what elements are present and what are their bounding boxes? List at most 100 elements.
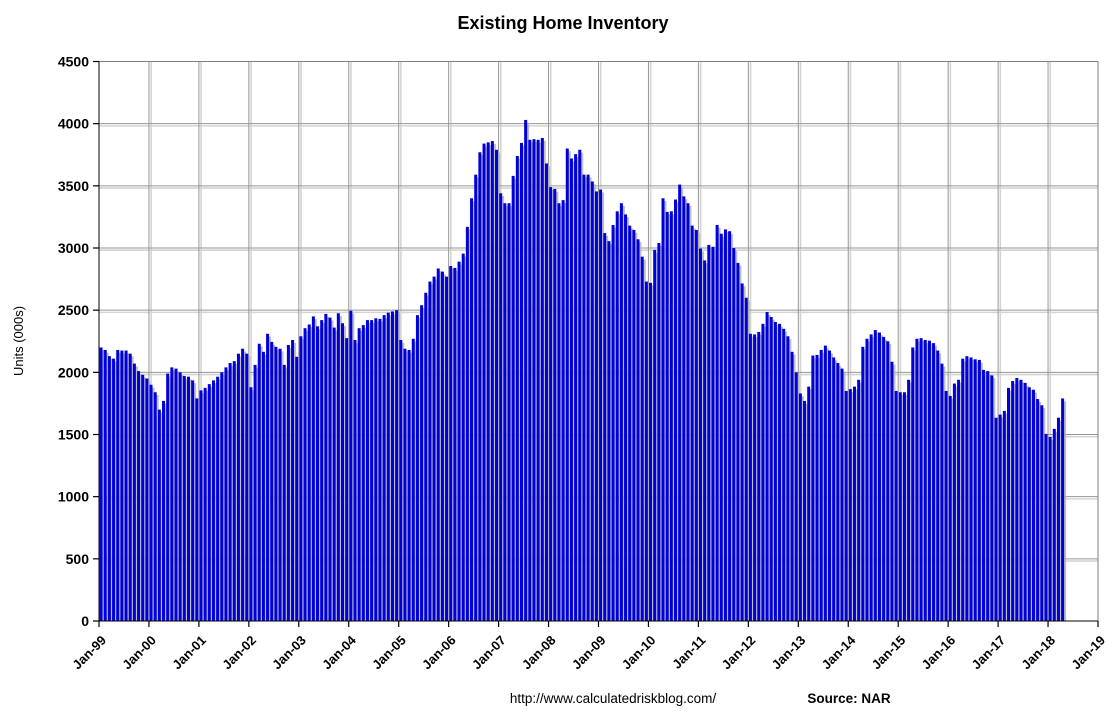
bar	[395, 310, 399, 621]
bar	[207, 384, 211, 621]
bar	[120, 350, 124, 621]
bar	[465, 226, 469, 622]
bar	[482, 143, 486, 621]
bar-shadow	[700, 251, 704, 622]
bar-shadow	[671, 214, 675, 621]
bar-shadow	[180, 375, 184, 621]
y-tick-label: 4500	[58, 54, 89, 70]
bar-shadow	[488, 145, 492, 621]
bar	[186, 376, 190, 621]
bar	[511, 175, 515, 621]
bar-shadow	[459, 264, 463, 621]
bar-shadow	[859, 382, 863, 621]
bar	[378, 318, 382, 621]
bar	[320, 320, 324, 621]
bar	[236, 353, 240, 621]
bar	[1052, 428, 1056, 621]
bar-shadow	[1033, 392, 1037, 621]
bar-shadow	[613, 227, 617, 622]
bar	[316, 326, 320, 621]
bar	[382, 315, 386, 621]
bar-shadow	[738, 265, 742, 621]
bar-shadow	[817, 357, 821, 621]
bar	[869, 334, 873, 621]
bar-shadow	[1058, 420, 1062, 621]
bar	[790, 351, 794, 621]
bar-shadow	[692, 228, 696, 622]
bar	[361, 325, 365, 621]
bar	[873, 330, 877, 621]
bar	[357, 328, 361, 621]
bar	[557, 203, 561, 622]
bar	[324, 313, 328, 621]
bar-shadow	[971, 360, 975, 621]
bar	[353, 340, 357, 621]
bar	[927, 340, 931, 621]
bar-shadow	[663, 201, 667, 621]
bar	[149, 384, 153, 621]
bar	[1048, 436, 1052, 621]
bar	[715, 225, 719, 621]
bar	[174, 368, 178, 621]
bar-shadow	[480, 155, 484, 621]
bar	[162, 400, 166, 621]
x-tick-label: Jan-04	[319, 632, 359, 672]
bar	[157, 409, 161, 621]
bar-shadow	[717, 227, 721, 622]
bar-shadow	[234, 363, 238, 621]
x-tick-label: Jan-09	[569, 633, 609, 673]
bar-shadow	[646, 284, 650, 621]
bar	[678, 184, 682, 621]
bar-shadow	[938, 353, 942, 622]
bar-shadow	[767, 314, 771, 621]
bar-shadow	[164, 403, 168, 621]
bar-shadow	[1046, 436, 1050, 621]
bar	[682, 196, 686, 621]
bar	[828, 350, 832, 621]
bar-shadow	[380, 321, 384, 621]
bar-shadow	[534, 142, 538, 621]
bar-shadow	[825, 348, 829, 621]
bar	[886, 341, 890, 621]
bar	[445, 276, 449, 621]
x-tick-label: Jan-03	[269, 633, 309, 673]
bar	[990, 375, 994, 621]
bar	[107, 356, 111, 621]
bar-shadow	[934, 345, 938, 621]
bar	[574, 154, 578, 621]
bar	[311, 316, 315, 621]
bar	[582, 174, 586, 621]
bar-shadow	[268, 336, 272, 621]
bar	[977, 359, 981, 621]
bar-shadow	[659, 245, 663, 621]
bar	[657, 243, 661, 621]
bar	[778, 323, 782, 621]
bar	[852, 386, 856, 621]
bar	[703, 260, 707, 621]
bar-shadow	[193, 383, 197, 621]
bar	[170, 367, 174, 621]
bar	[794, 372, 798, 621]
bar-shadow	[917, 341, 921, 621]
bar-shadow	[1021, 382, 1025, 621]
bar	[499, 193, 503, 622]
bar-shadow	[571, 161, 575, 621]
bar-shadow	[992, 378, 996, 621]
bar-shadow	[925, 342, 929, 621]
bar	[365, 320, 369, 621]
bar-shadow	[272, 344, 276, 621]
bar-shadow	[563, 202, 567, 621]
bar-shadow	[592, 184, 596, 621]
bar	[865, 338, 869, 621]
x-tick-label: Jan-10	[619, 633, 659, 673]
bar-shadow	[538, 142, 542, 621]
bar-shadow	[830, 353, 834, 622]
bar-shadow	[630, 228, 634, 622]
bar-shadow	[979, 362, 983, 621]
bar-shadow	[867, 341, 871, 621]
bar	[607, 241, 611, 621]
bar-shadow	[288, 347, 292, 621]
bar	[178, 372, 182, 621]
bar-shadow	[904, 395, 908, 621]
bar-shadow	[284, 367, 288, 621]
